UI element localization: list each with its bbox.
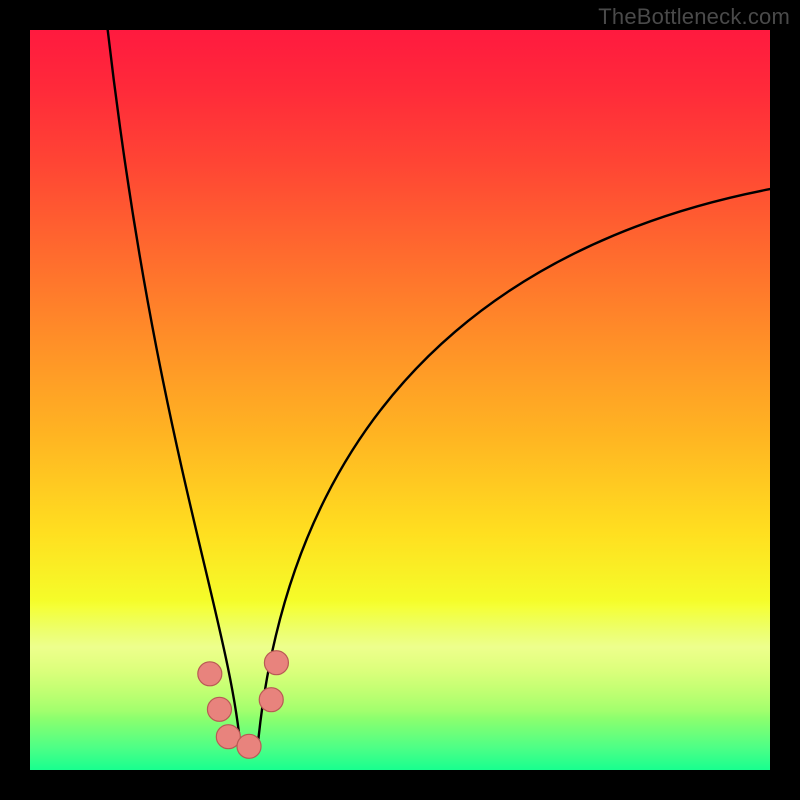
curve-marker [207,697,231,721]
curve-marker [259,688,283,712]
watermark-label: TheBottleneck.com [598,4,790,30]
curve-marker [198,662,222,686]
curve-marker [237,734,261,758]
curve-marker [264,651,288,675]
bottleneck-chart [0,0,800,800]
pale-band-overlay [30,600,770,718]
